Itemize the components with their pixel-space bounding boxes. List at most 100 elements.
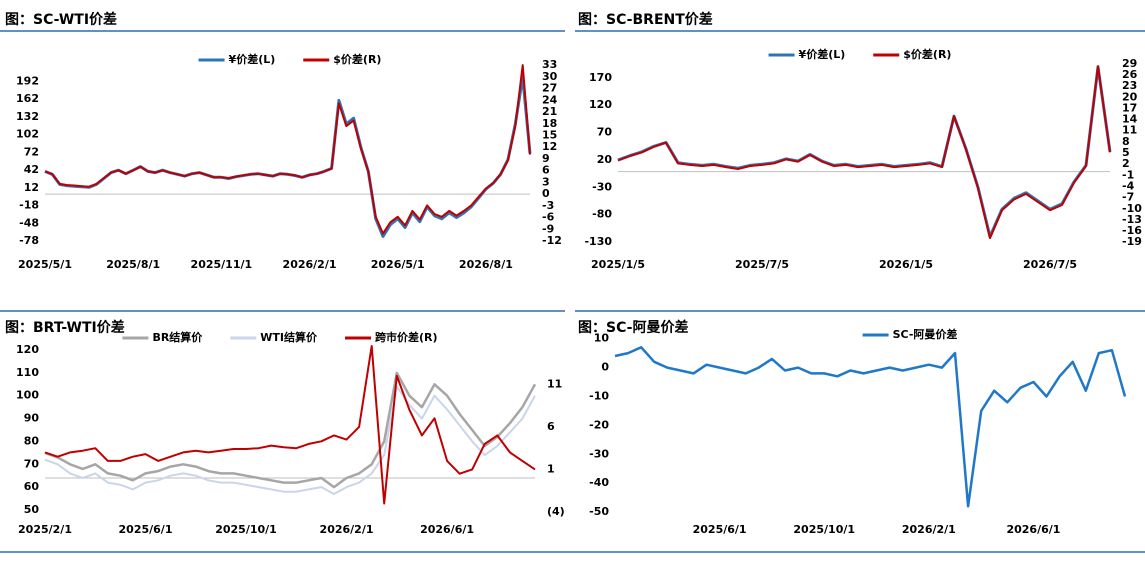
y-tick-label: 90	[24, 412, 40, 425]
legend-label: SC-阿曼价差	[893, 327, 958, 341]
legend: ¥价差(L) $价差(R)	[768, 47, 951, 61]
series-line	[44, 371, 537, 489]
y2-tick-label: 20	[1122, 90, 1138, 103]
x-tick-label: 2026/7/5	[1023, 258, 1077, 271]
series-line	[617, 65, 1111, 240]
y2-tick-label: 11	[547, 377, 562, 390]
x-tick-label: 2026/2/1	[283, 258, 337, 271]
y2-tick-label: 24	[542, 93, 558, 106]
y-tick-label: 42	[24, 163, 39, 176]
y-tick-label: 132	[16, 110, 39, 123]
y-tick-label: 102	[16, 128, 39, 141]
y2-tick-label: -4	[1122, 179, 1135, 192]
x-tick-label: 2025/10/1	[793, 523, 855, 536]
series-line	[44, 345, 536, 505]
legend-label: ¥价差(L)	[229, 52, 276, 66]
y2-tick-label: 17	[1122, 101, 1137, 114]
y-tick-label: 120	[589, 98, 612, 111]
y2-tick-label: -13	[1122, 213, 1142, 226]
legend: SC-阿曼价差	[862, 327, 958, 341]
y2-tick-label: 33	[542, 58, 557, 71]
y-tick-label: 170	[589, 71, 612, 84]
series-line	[617, 65, 1112, 239]
y2-tick-label: 15	[542, 128, 557, 141]
y2-tick-label: -3	[542, 199, 554, 212]
series-line	[44, 64, 531, 235]
y2-tick-label: 14	[1122, 113, 1138, 126]
chart-title: 图：SC-WTI价差	[5, 11, 117, 28]
y-tick-label: 50	[24, 503, 40, 516]
y2-tick-label: 5	[1122, 146, 1130, 159]
y-tick-label: 70	[24, 457, 40, 470]
y-tick-label: 72	[24, 145, 39, 158]
chart-title: 图：SC-BRENT价差	[578, 11, 713, 28]
x-tick-label: 2026/8/1	[459, 258, 513, 271]
legend-label: $价差(R)	[903, 47, 951, 61]
y-tick-label: 12	[24, 181, 39, 194]
series-line	[44, 385, 536, 495]
y2-tick-label: 3	[542, 175, 550, 188]
y2-tick-label: (4)	[547, 505, 565, 518]
y-tick-label: 60	[24, 480, 40, 493]
series-line	[614, 346, 1127, 508]
y2-tick-label: -9	[542, 222, 554, 235]
y2-tick-label: -6	[542, 211, 555, 224]
y2-tick-label: 11	[1122, 124, 1137, 137]
x-tick-label: 2025/8/1	[106, 258, 160, 271]
y2-tick-label: 0	[542, 187, 550, 200]
x-tick-label: 2026/6/1	[1006, 523, 1060, 536]
y-tick-label: 100	[16, 389, 39, 402]
chart-title: 图：BRT-WTI价差	[5, 319, 125, 336]
y-tick-label: -80	[592, 208, 612, 221]
y2-tick-label: 30	[542, 70, 558, 83]
y2-tick-label: 8	[1122, 135, 1130, 148]
x-tick-label: 2025/2/1	[18, 523, 72, 536]
y2-tick-label: -12	[542, 234, 562, 247]
legend-label: 跨市价差(R)	[375, 330, 438, 344]
x-tick-label: 2026/5/1	[371, 258, 425, 271]
y2-tick-label: -19	[1122, 235, 1142, 248]
y2-tick-label: 9	[542, 152, 550, 165]
x-tick-label: 2025/6/1	[693, 523, 747, 536]
series-line	[44, 75, 532, 238]
y-tick-label: -10	[589, 389, 609, 402]
y2-tick-label: -16	[1122, 224, 1142, 237]
y-tick-label: 192	[16, 75, 39, 88]
x-tick-label: 2026/2/1	[902, 523, 956, 536]
chart-title: 图：SC-阿曼价差	[578, 319, 689, 336]
y2-tick-label: 29	[1122, 57, 1137, 70]
y-tick-label: -78	[19, 234, 39, 247]
y2-tick-label: 6	[547, 420, 555, 433]
y2-tick-label: 12	[542, 140, 557, 153]
y-tick-label: 120	[16, 343, 39, 356]
y2-tick-label: 2	[1122, 157, 1130, 170]
legend: ¥价差(L) $价差(R)	[198, 52, 381, 66]
y-tick-label: -48	[19, 216, 39, 229]
y-tick-label: 20	[597, 153, 613, 166]
x-tick-label: 2025/6/1	[119, 523, 173, 536]
legend-label: ¥价差(L)	[799, 47, 846, 61]
y2-tick-label: 23	[1122, 79, 1137, 92]
y-tick-label: 162	[16, 92, 39, 105]
y2-tick-label: 18	[542, 117, 557, 130]
x-tick-label: 2026/1/5	[879, 258, 933, 271]
y2-tick-label: -1	[1122, 168, 1134, 181]
legend-label: WTI结算价	[260, 330, 318, 344]
y2-tick-label: 1	[547, 462, 555, 475]
y2-tick-label: 26	[1122, 68, 1138, 81]
y-tick-label: -20	[589, 418, 609, 431]
y-tick-label: -50	[589, 505, 609, 518]
x-tick-label: 2025/10/1	[215, 523, 277, 536]
y2-tick-label: -7	[1122, 191, 1134, 204]
legend: BR结算价 WTI结算价 跨市价差(R)	[122, 330, 438, 344]
x-tick-label: 2026/2/1	[320, 523, 374, 536]
x-tick-label: 2025/1/5	[591, 258, 645, 271]
legend-label: BR结算价	[152, 330, 203, 344]
y-tick-label: -30	[592, 180, 612, 193]
y-tick-label: 10	[594, 332, 610, 345]
x-tick-label: 2025/7/5	[735, 258, 789, 271]
y-tick-label: 80	[24, 434, 40, 447]
y-tick-label: 110	[16, 366, 39, 379]
x-tick-label: 2026/6/1	[420, 523, 474, 536]
